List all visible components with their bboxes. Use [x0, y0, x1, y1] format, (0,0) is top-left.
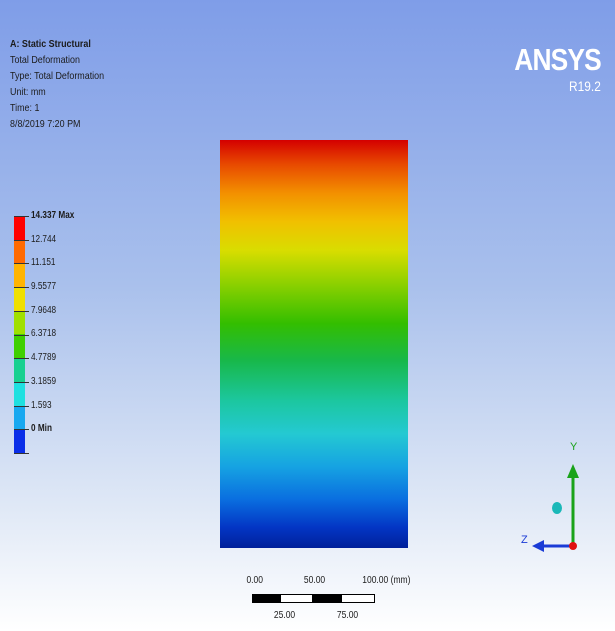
- scale-label-0: 0.00: [246, 575, 264, 586]
- scale-segment: [313, 594, 341, 603]
- legend-tick: [14, 287, 29, 289]
- legend-label: 4.7789: [31, 352, 57, 364]
- triad-isometric-ball[interactable]: [552, 502, 562, 514]
- legend-swatch: [14, 381, 25, 406]
- legend-tick: [14, 358, 29, 360]
- legend-swatch: [14, 263, 25, 288]
- legend-label: 6.3718: [31, 328, 57, 340]
- scale-segment: [252, 594, 280, 603]
- legend-label: 3.1859: [31, 375, 57, 387]
- triad-z-label: Z: [521, 534, 528, 546]
- legend-labels: 14.337 Max 12.744 11.151 9.5577 7.9648 6…: [31, 211, 84, 448]
- legend-min-label: 0 Min: [31, 423, 52, 435]
- legend-tick: [14, 453, 29, 454]
- triad-z-arrow-icon: [532, 540, 544, 552]
- legend-tick: [14, 429, 29, 431]
- deformed-model[interactable]: [220, 140, 408, 548]
- legend-label: 1.593: [31, 399, 52, 411]
- ansys-logo: ANSYS R19.2: [499, 42, 601, 95]
- brand-name: ANSYS: [514, 42, 601, 77]
- legend-max-label: 14.337 Max: [31, 210, 75, 221]
- result-timestamp: 8/8/2019 7:20 PM: [10, 118, 81, 130]
- legend-tick: [14, 310, 29, 312]
- result-name: Total Deformation: [10, 54, 80, 66]
- legend-swatch: [14, 405, 25, 430]
- legend-tick: [14, 263, 29, 265]
- legend-swatch: [14, 310, 25, 335]
- legend-swatch: [14, 216, 25, 240]
- legend-swatch: [14, 239, 25, 264]
- result-info-panel: A: Static Structural Total Deformation T…: [10, 36, 104, 132]
- legend-label: 12.744: [31, 233, 57, 245]
- scale-label-75: 75.00: [336, 610, 359, 621]
- legend-swatch: [14, 334, 25, 359]
- result-unit: Unit: mm: [10, 86, 46, 98]
- legend-label: 11.151: [31, 257, 56, 269]
- legend-label: 7.9648: [31, 304, 57, 316]
- legend-tick: [14, 239, 29, 241]
- analysis-title: A: Static Structural: [10, 38, 91, 50]
- legend-swatch: [14, 287, 25, 311]
- legend-tick: [14, 381, 29, 383]
- scale-label-50: 50.00: [303, 575, 326, 586]
- scale-segment: [341, 594, 375, 603]
- legend-color-bar: [14, 216, 25, 453]
- result-time: Time: 1: [10, 102, 40, 114]
- result-type: Type: Total Deformation: [10, 70, 105, 82]
- legend-tick: [14, 216, 29, 217]
- legend-swatch: [14, 358, 25, 382]
- legend-label: 9.5577: [31, 281, 57, 293]
- legend-swatch: [14, 429, 25, 453]
- scale-segment: [280, 594, 313, 603]
- triad-x-axis: [569, 542, 577, 550]
- legend-tick: [14, 405, 29, 407]
- coordinate-triad[interactable]: Y Z: [520, 430, 600, 570]
- scale-label-100: 100.00 (mm): [362, 575, 411, 586]
- legend-tick: [14, 334, 29, 336]
- triad-y-label: Y: [570, 441, 578, 453]
- brand-version: R19.2: [569, 78, 601, 94]
- triad-y-arrow-icon: [567, 464, 579, 478]
- scale-label-25: 25.00: [273, 610, 296, 621]
